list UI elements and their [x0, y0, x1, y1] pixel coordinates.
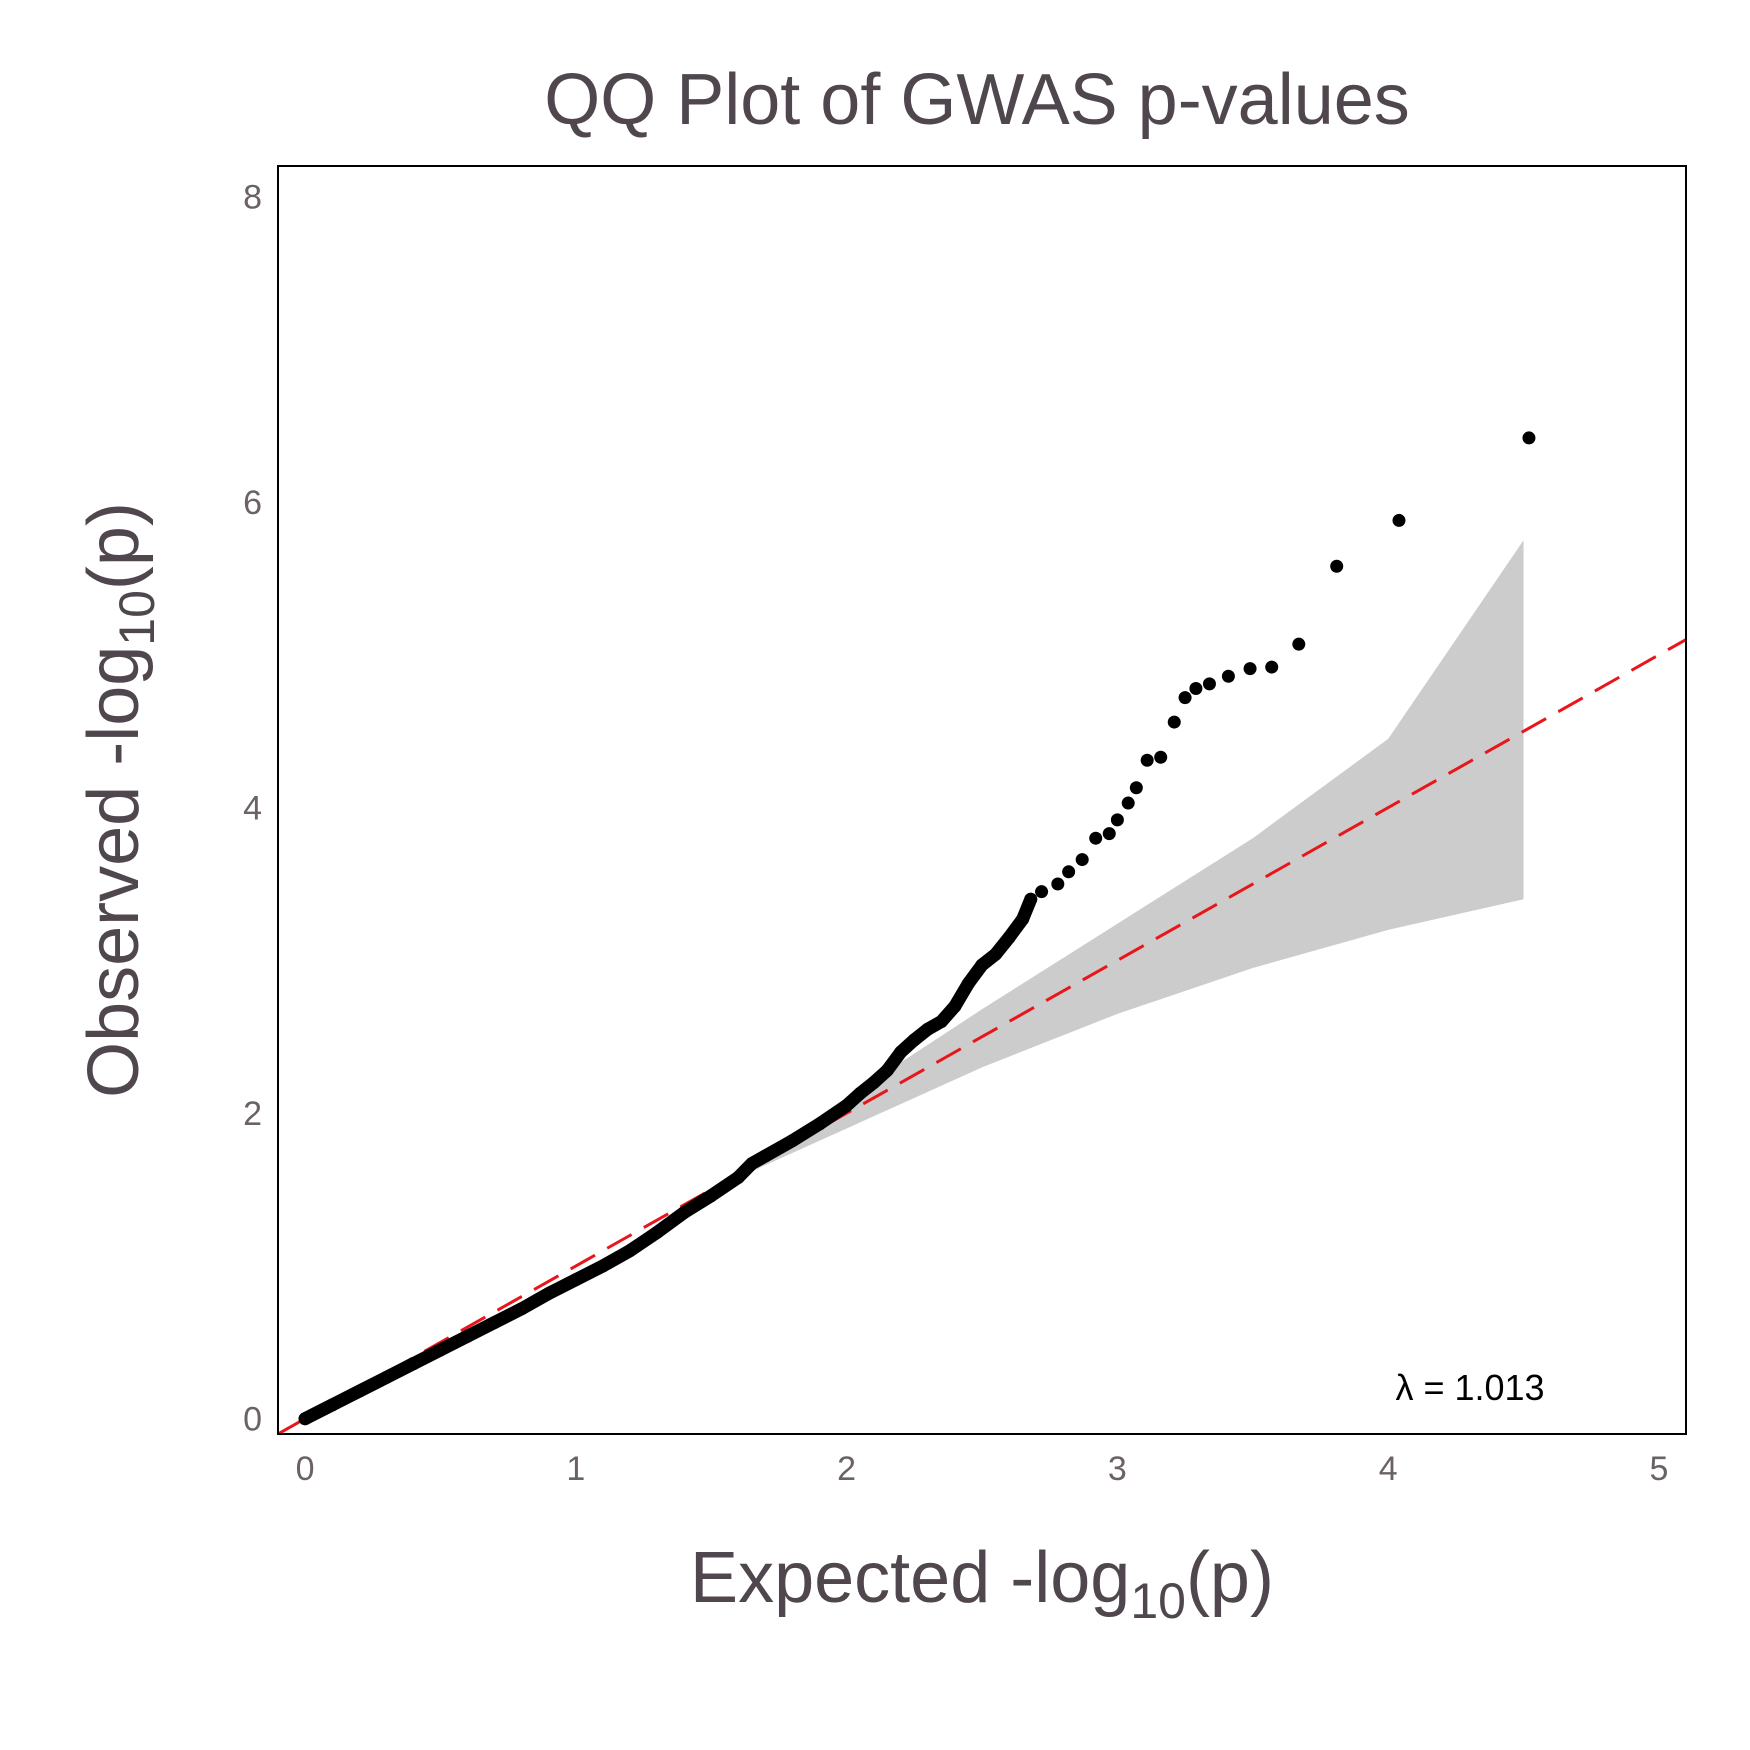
data-point: [758, 1149, 772, 1163]
data-point: [1110, 813, 1124, 827]
data-point: [596, 1259, 610, 1273]
data-point: [1292, 637, 1306, 651]
data-point: [1243, 662, 1257, 676]
reference-line-layer: [278, 638, 1686, 1434]
x-axis-title-suffix: (p): [1186, 1538, 1274, 1618]
data-point: [1062, 865, 1076, 879]
data-point: [1016, 912, 1030, 926]
data-point: [934, 1015, 948, 1029]
data-point: [650, 1225, 664, 1239]
data-point: [1154, 750, 1168, 764]
data-point: [1178, 691, 1192, 705]
data-point: [1221, 669, 1235, 683]
chart-title: QQ Plot of GWAS p-values: [544, 60, 1410, 140]
data-point: [745, 1157, 759, 1171]
x-tick-label: 1: [566, 1450, 585, 1488]
y-tick-label: 4: [243, 790, 262, 828]
data-point: [1265, 660, 1279, 674]
x-axis-title-subscript: 10: [1130, 1573, 1186, 1629]
data-point: [488, 1315, 502, 1329]
data-point: [948, 999, 962, 1013]
data-points-layer: [298, 431, 1536, 1426]
data-point: [704, 1189, 718, 1203]
y-tick-label: 8: [243, 179, 262, 217]
data-point: [907, 1033, 921, 1047]
data-point: [433, 1343, 447, 1357]
lambda-annotation: λ = 1.013: [1395, 1367, 1544, 1408]
reference-line: [278, 638, 1686, 1434]
data-point: [813, 1117, 827, 1131]
data-point: [1140, 753, 1154, 767]
y-tick-label: 0: [243, 1401, 262, 1439]
y-tick-labels: 0 2 4 6 8: [243, 179, 262, 1439]
data-point: [853, 1086, 867, 1100]
data-point: [1024, 892, 1038, 906]
data-point: [731, 1170, 745, 1184]
data-point: [1167, 715, 1181, 729]
data-point: [461, 1329, 475, 1343]
data-point: [325, 1398, 339, 1412]
data-point: [542, 1286, 556, 1300]
data-point: [1202, 677, 1216, 691]
data-point: [406, 1357, 420, 1371]
y-axis-title-main: Observed -log: [74, 646, 154, 1098]
data-point: [515, 1302, 529, 1316]
data-point: [379, 1370, 393, 1384]
data-point: [569, 1273, 583, 1287]
y-axis-title-suffix: (p): [74, 502, 154, 590]
y-tick-label: 6: [243, 484, 262, 522]
data-point: [785, 1134, 799, 1148]
data-point: [840, 1099, 854, 1113]
data-point: [1002, 930, 1016, 944]
data-point: [989, 947, 1003, 961]
data-point: [894, 1045, 908, 1059]
data-point: [623, 1244, 637, 1258]
x-tick-label: 0: [296, 1450, 315, 1488]
y-axis-title: Observed -log10(p): [74, 502, 165, 1098]
data-point: [677, 1205, 691, 1219]
confidence-band-layer: [711, 540, 1524, 1190]
data-point: [1102, 827, 1116, 841]
data-point: [975, 958, 989, 972]
data-point: [880, 1063, 894, 1077]
x-tick-label: 3: [1108, 1450, 1127, 1488]
data-point: [1051, 877, 1065, 891]
x-tick-label: 2: [837, 1450, 856, 1488]
data-point: [921, 1022, 935, 1036]
x-axis-title: Expected -log10(p): [690, 1538, 1274, 1629]
plot-frame: [277, 165, 1687, 1435]
x-tick-label: 4: [1379, 1450, 1398, 1488]
data-point: [1121, 796, 1135, 810]
y-tick-label: 2: [243, 1095, 262, 1133]
data-point: [1392, 513, 1406, 527]
x-axis-title-main: Expected -log: [690, 1538, 1130, 1618]
data-point: [1189, 681, 1203, 695]
data-point: [1075, 853, 1089, 867]
confidence-band: [711, 540, 1524, 1190]
x-tick-labels: 0 1 2 3 4 5: [296, 1450, 1669, 1488]
data-point: [1035, 885, 1049, 899]
data-point: [298, 1412, 312, 1426]
y-axis-title-subscript: 10: [109, 590, 165, 646]
data-point: [1522, 431, 1536, 445]
data-point: [352, 1384, 366, 1398]
x-tick-label: 5: [1649, 1450, 1668, 1488]
data-point: [867, 1076, 881, 1090]
data-point: [1129, 781, 1143, 795]
data-point: [1089, 831, 1103, 845]
data-point: [1330, 559, 1344, 573]
data-point: [961, 976, 975, 990]
